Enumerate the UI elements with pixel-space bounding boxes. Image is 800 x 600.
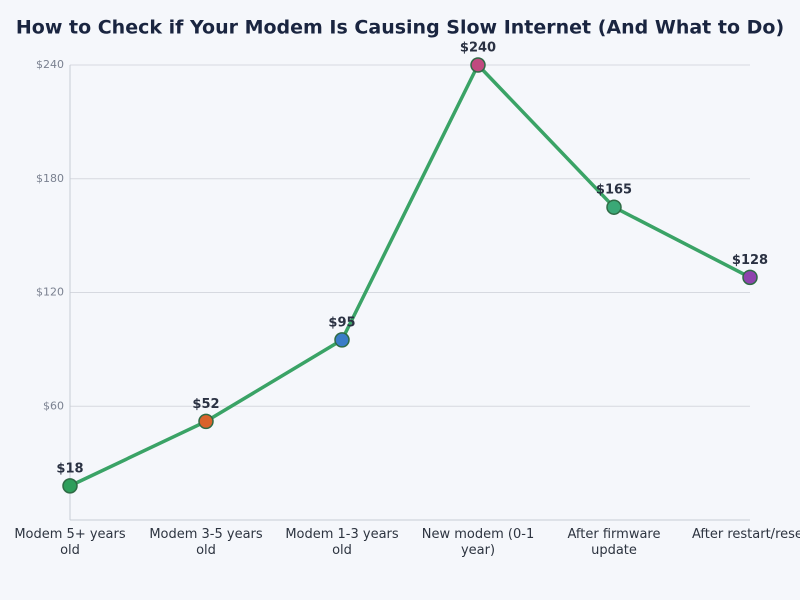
y-tick-label: $240 [36,58,64,71]
x-tick-label: After firmware update [567,527,661,558]
y-tick-label: $180 [36,172,64,185]
point [470,57,486,73]
value-label: $128 [732,253,768,268]
x-tick-label: After restart/reset [692,527,800,542]
value-label: $18 [56,461,83,476]
y-tick-label: $120 [36,286,64,299]
x-tick-label: Modem 5+ years old [14,527,126,558]
value-label: $165 [596,183,632,198]
point [334,332,350,348]
y-tick-label: $60 [43,399,64,412]
x-tick-label: New modem (0-1 year) [421,527,535,558]
chart-title: How to Check if Your Modem Is Causing Sl… [16,17,784,39]
point [606,199,622,215]
value-label: $52 [192,397,219,412]
x-tick-label: Modem 1-3 years old [285,527,399,558]
point [742,269,758,286]
value-label: $95 [328,315,355,330]
point [198,413,214,430]
value-label: $240 [460,41,496,56]
line [69,63,751,488]
x-tick-label: Modem 3-5 years old [149,527,263,558]
point [62,478,78,494]
